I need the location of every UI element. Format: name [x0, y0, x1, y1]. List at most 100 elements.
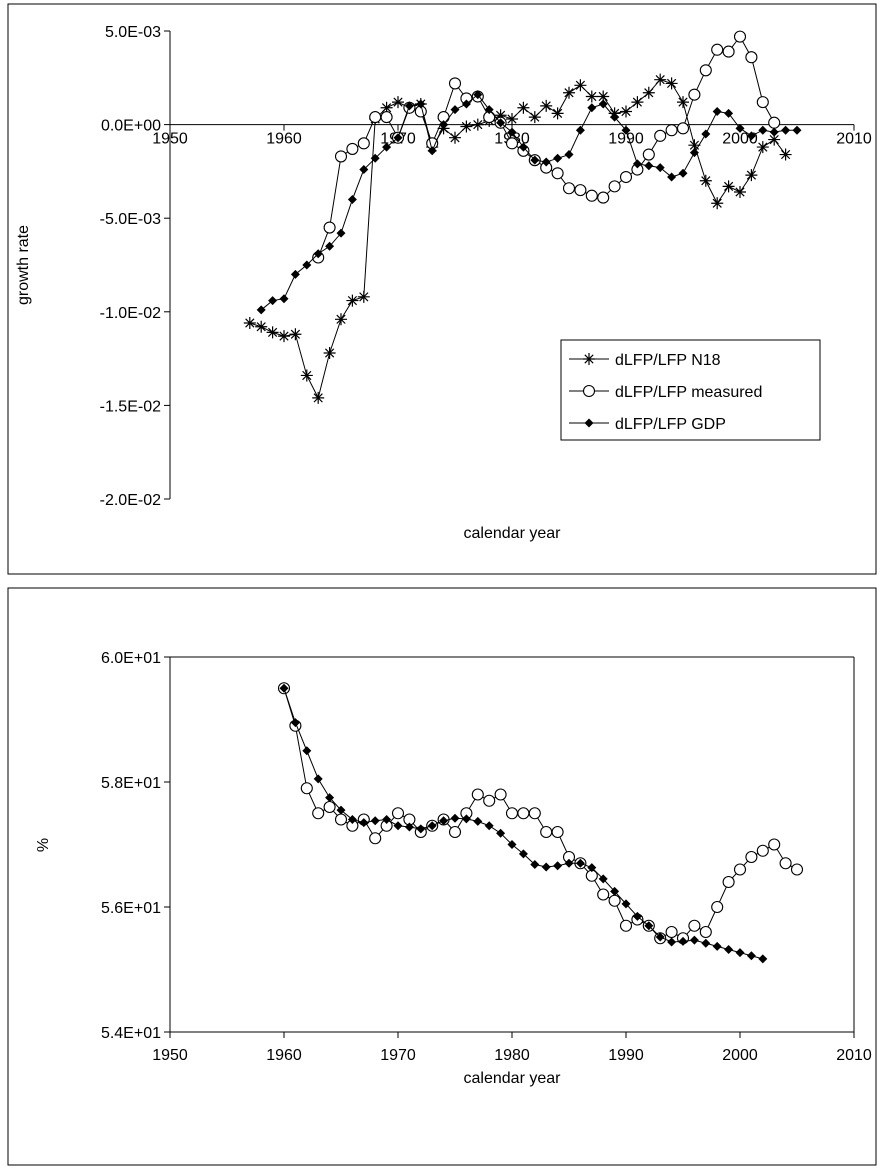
chart-1-data-point — [597, 90, 610, 103]
chart-1-data-point — [382, 142, 392, 152]
chart-1-data-point — [585, 90, 598, 103]
chart-2-data-point — [461, 814, 471, 824]
chart-2-data-point — [483, 794, 496, 807]
chart-2-x-tick-label: 1980 — [494, 1047, 530, 1064]
chart-1-data-point — [756, 96, 769, 109]
chart-1-data-point — [792, 125, 802, 135]
chart-2-data-point — [416, 824, 426, 834]
chart-1-data-point — [473, 90, 483, 100]
chart-1-data-point — [393, 133, 403, 143]
chart-1-data-point — [734, 185, 746, 198]
chart-1-y-tick-label: -1.0E-02 — [100, 305, 161, 322]
chart-1-data-point — [266, 326, 279, 339]
chart-1-data-point — [768, 116, 781, 129]
chart-1-data-point — [507, 127, 517, 137]
chart-1-series-3 — [256, 90, 802, 315]
chart-2-x-tick-label: 1990 — [608, 1047, 644, 1064]
chart-1-legend-entry — [569, 353, 609, 365]
chart-1-data-point — [781, 125, 791, 135]
chart-2-y-axis-label: % — [35, 838, 52, 852]
chart-2-data-point — [553, 861, 563, 871]
chart-2-data-point — [779, 857, 792, 870]
chart-1-data-point — [619, 170, 633, 184]
chart-1-data-point — [540, 99, 553, 112]
chart-2-data-point — [608, 894, 621, 907]
chart-1-data-point — [689, 148, 699, 158]
chart-1-data-point — [347, 194, 357, 204]
chart-1-data-point — [563, 86, 575, 99]
chart-1-data-point — [551, 167, 564, 180]
chart-2-data-point — [610, 886, 620, 896]
chart-1-legend-marker — [582, 384, 596, 398]
chart-1-data-point — [610, 112, 620, 122]
chart-1-data-point — [598, 99, 608, 109]
chart-1-x-tick-label: 1950 — [152, 131, 188, 148]
chart-1-x-axis-label: calendar year — [464, 525, 562, 542]
chart-1-data-point — [461, 99, 471, 109]
chart-1-data-point — [746, 131, 756, 141]
chart-1-data-point — [678, 168, 688, 178]
chart-1-data-point — [621, 125, 631, 135]
chart-2-data-point — [370, 816, 380, 826]
chart-1-y-axis-label: growth rate — [15, 225, 32, 305]
chart-1-data-point — [323, 221, 336, 234]
chart-2-data-point — [756, 844, 769, 857]
chart-1-data-point — [676, 122, 690, 135]
chart-1-data-point — [336, 228, 346, 238]
chart-1-data-point — [564, 150, 574, 160]
chart-1-data-point — [404, 101, 414, 111]
chart-1-y-tick-label: 5.0E-03 — [105, 24, 161, 41]
chart-1-data-point — [448, 77, 462, 90]
chart-1-legend-entry — [569, 384, 609, 398]
chart-1-data-point — [506, 112, 518, 125]
chart-1-y-tick-label: 0.0E+00 — [101, 118, 161, 135]
chart-1-data-point — [665, 124, 678, 137]
chart-2-data-point — [541, 862, 551, 872]
chart-2-data-point — [644, 921, 654, 931]
chart-1-data-point — [346, 142, 359, 155]
chart-2-x-tick-label: 1960 — [266, 1047, 302, 1064]
chart-2-data-point — [597, 888, 610, 901]
chart-1-data-point — [735, 123, 745, 133]
chart-1-x-tick-label: 1960 — [266, 131, 302, 148]
chart-1-data-point — [427, 146, 437, 156]
chart-2-data-point — [334, 813, 348, 826]
chart-1-x-tick-label: 1990 — [608, 131, 644, 148]
chart-1-data-point — [302, 260, 312, 270]
chart-2-data-point — [473, 816, 483, 826]
chart-2-data-point — [790, 863, 804, 876]
chart-1-data-point — [255, 320, 268, 333]
chart-2-data-point — [302, 746, 312, 756]
chart-1-data-point — [518, 142, 528, 152]
chart-1-data-point — [585, 189, 598, 202]
chart-1-data-point — [654, 129, 667, 142]
chart-2-data-point — [701, 938, 711, 948]
chart-1-legend-label: dLFP/LFP measured — [615, 384, 762, 401]
chart-2-x-tick-label: 2000 — [722, 1047, 758, 1064]
chart-1-data-point — [323, 346, 336, 359]
chart-2-y-tick-label: 5.6E+01 — [101, 900, 161, 917]
chart-1-data-point — [701, 129, 711, 139]
chart-1-data-point — [439, 120, 449, 130]
chart-2-y-tick-label: 5.8E+01 — [101, 775, 161, 792]
chart-1-legend-label: dLFP/LFP GDP — [615, 416, 726, 433]
chart-1-data-point — [256, 305, 266, 315]
chart-1-data-point — [699, 64, 712, 77]
chart-1-data-point — [758, 125, 768, 135]
chart-1-data-point — [505, 137, 519, 150]
chart-2-data-point — [758, 954, 768, 964]
chart-2-data-point — [621, 899, 631, 909]
chart-1-data-point — [496, 118, 506, 128]
chart-2-data-point — [404, 822, 414, 832]
chart-1-data-point — [722, 45, 735, 58]
chart-1-data-point — [279, 294, 289, 304]
chart-1-data-point — [268, 296, 278, 306]
chart-1-data-point — [278, 330, 290, 343]
chart-2-x-tick-label: 1970 — [380, 1047, 416, 1064]
chart-1-data-point — [369, 111, 382, 124]
chart-2-data-point — [427, 821, 437, 831]
chart-2-data-point — [450, 813, 460, 823]
chart-2-data-point — [518, 849, 528, 859]
chart-1-data-point — [574, 184, 587, 197]
chart-1-data-point — [620, 105, 632, 118]
